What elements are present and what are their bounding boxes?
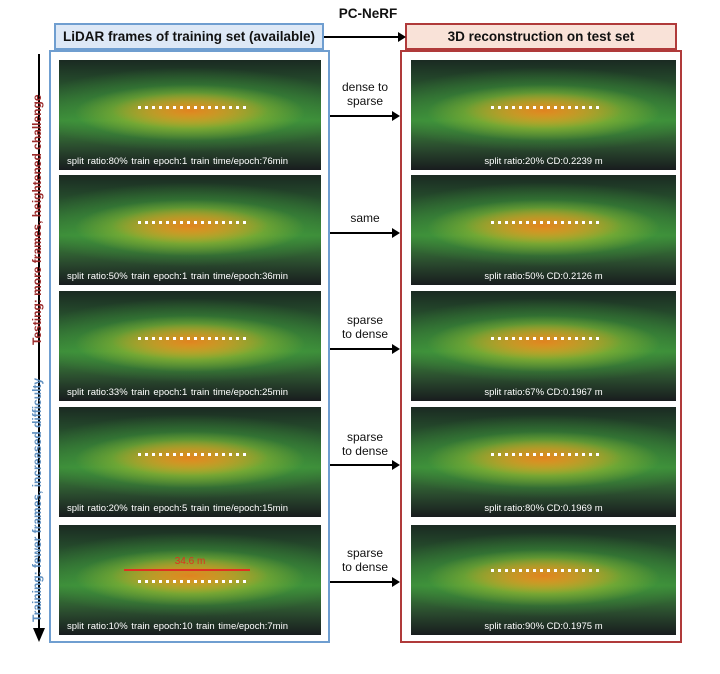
relation-line: sparse — [346, 546, 384, 560]
test-caption: split ratio:80% CD:0.1969 m — [484, 503, 603, 514]
reconstruction-point-cloud-image — [411, 525, 676, 635]
relation-label: sparse to dense — [330, 546, 400, 574]
relation-line: sparse — [346, 94, 384, 108]
test-column-frame — [400, 50, 682, 643]
test-caption: split ratio:67% CD:0.1967 m — [484, 387, 603, 398]
training-scan-panel: split ratio:10% train epoch:10 train tim… — [59, 525, 321, 635]
training-caption: split ratio:10% train epoch:10 train tim… — [67, 621, 288, 632]
test-reconstruction-panel: split ratio:20% CD:0.2239 m — [411, 60, 676, 170]
lidar-point-cloud-image — [59, 175, 321, 285]
trajectory-dots — [490, 221, 602, 225]
axis-label-training: Training: fewer frames, increased diffic… — [30, 377, 44, 622]
reconstruction-point-cloud-image — [411, 291, 676, 401]
header-test-reconstruction: 3D reconstruction on test set — [405, 23, 677, 50]
relation-line: to dense — [341, 327, 389, 341]
relation-line: to dense — [341, 560, 389, 574]
test-reconstruction-panel: split ratio:67% CD:0.1967 m — [411, 291, 676, 401]
trajectory-dots — [490, 106, 602, 110]
trajectory-dots — [490, 569, 602, 572]
row-arrow — [330, 344, 400, 354]
reconstruction-point-cloud-image — [411, 175, 676, 285]
training-scan-panel: split ratio:80% train epoch:1 train time… — [59, 60, 321, 170]
distance-annotation-line — [124, 569, 250, 571]
training-caption: split ratio:80% train epoch:1 train time… — [67, 156, 288, 167]
lidar-point-cloud-image — [59, 407, 321, 517]
reconstruction-point-cloud-image — [411, 407, 676, 517]
axis-label-testing: Testing: more frames, heightened challen… — [30, 94, 44, 346]
test-caption: split ratio:20% CD:0.2239 m — [484, 156, 603, 167]
trajectory-dots — [137, 580, 248, 583]
lidar-point-cloud-image — [59, 60, 321, 170]
row-arrow — [330, 228, 400, 238]
training-scan-panel: split ratio:50% train epoch:1 train time… — [59, 175, 321, 285]
row-arrow — [330, 460, 400, 470]
trajectory-dots — [137, 106, 248, 110]
relation-label: dense to sparse — [330, 80, 400, 108]
trajectory-dots — [490, 337, 602, 341]
header-training-frames: LiDAR frames of training set (available) — [54, 23, 324, 50]
relation-line: to dense — [341, 444, 389, 458]
training-scan-panel: split ratio:33% train epoch:1 train time… — [59, 291, 321, 401]
training-caption: split ratio:50% train epoch:1 train time… — [67, 271, 288, 282]
header-arrow — [324, 32, 406, 42]
relation-label: same — [330, 211, 400, 225]
training-column-frame — [49, 50, 330, 643]
relation-label: sparse to dense — [330, 313, 400, 341]
trajectory-dots — [137, 453, 248, 457]
test-caption: split ratio:90% CD:0.1975 m — [484, 621, 603, 632]
relation-line: same — [350, 211, 380, 225]
relation-line: dense to — [341, 80, 389, 94]
row-arrow — [330, 577, 400, 587]
relation-label: sparse to dense — [330, 430, 400, 458]
trajectory-dots — [490, 453, 602, 457]
vertical-axis-arrow — [33, 54, 45, 642]
test-caption: split ratio:50% CD:0.2126 m — [484, 271, 603, 282]
trajectory-dots — [137, 337, 248, 341]
trajectory-dots — [137, 221, 248, 225]
test-reconstruction-panel: split ratio:50% CD:0.2126 m — [411, 175, 676, 285]
training-scan-panel: split ratio:20% train epoch:5 train time… — [59, 407, 321, 517]
training-caption: split ratio:33% train epoch:1 train time… — [67, 387, 288, 398]
training-caption: split ratio:20% train epoch:5 train time… — [67, 503, 288, 514]
distance-annotation: 34.6 m — [174, 556, 206, 567]
relation-line: sparse — [346, 430, 384, 444]
test-reconstruction-panel: split ratio:90% CD:0.1975 m — [411, 525, 676, 635]
relation-line: sparse — [346, 313, 384, 327]
row-arrow — [330, 111, 400, 121]
method-label: PC-NeRF — [338, 6, 398, 21]
lidar-point-cloud-image — [59, 291, 321, 401]
reconstruction-point-cloud-image — [411, 60, 676, 170]
test-reconstruction-panel: split ratio:80% CD:0.1969 m — [411, 407, 676, 517]
